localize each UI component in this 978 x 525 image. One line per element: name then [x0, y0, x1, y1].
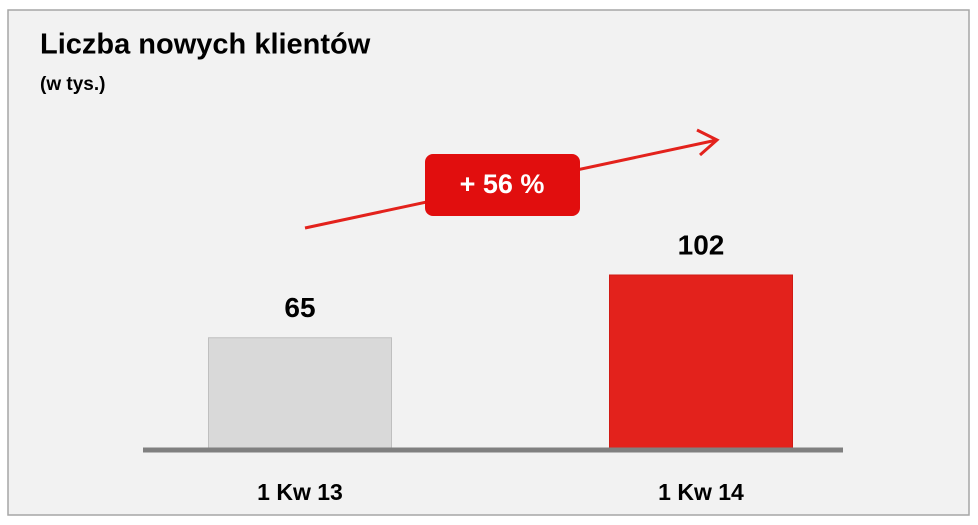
value-label: 102	[678, 229, 725, 260]
arrow-head	[696, 128, 720, 157]
x-tick-label: 1 Kw 14	[658, 479, 744, 505]
annotation-box	[425, 154, 580, 216]
chart-title: Liczba nowych klientów	[40, 29, 371, 61]
annotation: + 56 %	[460, 169, 545, 199]
chart-subtitle: (w tys.)	[40, 74, 105, 95]
panel	[7, 9, 970, 516]
value-label: 65	[284, 292, 315, 323]
bar	[609, 274, 793, 449]
x-tick-label: 1 Kw 13	[257, 479, 343, 505]
bar	[208, 337, 392, 449]
